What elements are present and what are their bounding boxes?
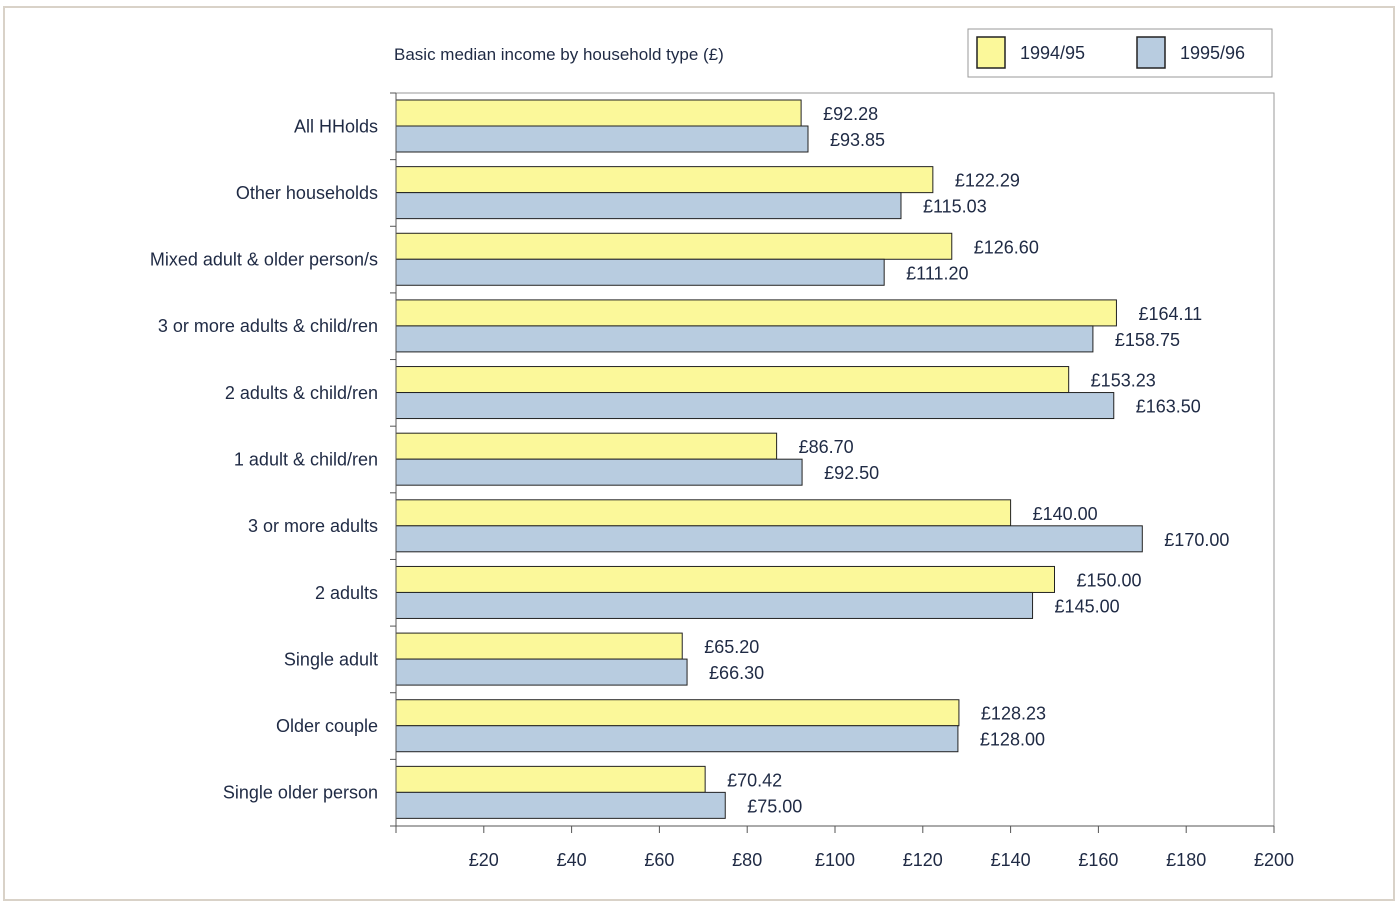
data-label: £70.42 bbox=[727, 770, 782, 790]
bar-1994-95 bbox=[395, 632, 683, 660]
x-tick-label: £140 bbox=[991, 850, 1031, 870]
bar-1994-95 bbox=[395, 432, 778, 460]
x-tick-label: £160 bbox=[1078, 850, 1118, 870]
data-label: £170.00 bbox=[1164, 530, 1229, 550]
data-label: £164.11 bbox=[1138, 304, 1202, 324]
bar-1995-96 bbox=[395, 525, 1143, 553]
bar-1995-96 bbox=[395, 125, 809, 153]
legend-box bbox=[967, 28, 1273, 78]
bar-1994-95 bbox=[395, 99, 802, 127]
legend-label-1994-95: 1994/95 bbox=[1020, 43, 1085, 63]
bar-1994-95 bbox=[395, 366, 1070, 394]
x-tick-label: £20 bbox=[469, 850, 499, 870]
category-label: Other households bbox=[236, 183, 378, 203]
bar-1994-95 bbox=[395, 699, 960, 727]
chart-title: Basic median income by household type (£… bbox=[394, 45, 724, 64]
data-label: £140.00 bbox=[1033, 504, 1098, 524]
category-labels: All HHolds Other households Mixed adult & … bbox=[150, 116, 378, 802]
bar-1995-96 bbox=[395, 791, 726, 819]
category-label: Older couple bbox=[276, 716, 378, 736]
bar-1995-96 bbox=[395, 192, 902, 220]
category-label: 3 or more adults & child/ren bbox=[158, 316, 378, 336]
category-label: All HHolds bbox=[294, 116, 378, 136]
data-label: £126.60 bbox=[974, 237, 1039, 257]
category-label: 2 adults & child/ren bbox=[225, 383, 378, 403]
bar-1995-96 bbox=[395, 458, 803, 486]
x-tick-label: £100 bbox=[815, 850, 855, 870]
category-label: 1 adult & child/ren bbox=[234, 450, 378, 470]
bar-1995-96 bbox=[395, 658, 688, 686]
bar-1995-96 bbox=[395, 392, 1115, 420]
bar-1994-95 bbox=[395, 232, 953, 260]
bar-1995-96 bbox=[395, 325, 1094, 353]
data-label: £65.20 bbox=[704, 637, 759, 657]
bar-1995-96 bbox=[395, 725, 959, 753]
bars bbox=[395, 99, 1143, 819]
x-tick-label: £80 bbox=[732, 850, 762, 870]
data-label: £115.03 bbox=[923, 197, 987, 217]
data-label: £75.00 bbox=[747, 796, 802, 816]
legend-label-1995-96: 1995/96 bbox=[1180, 43, 1245, 63]
data-label: £93.85 bbox=[830, 130, 885, 150]
data-label: £86.70 bbox=[799, 437, 854, 457]
data-label: £163.50 bbox=[1136, 397, 1201, 417]
category-label: Single adult bbox=[284, 649, 378, 669]
legend: 1994/95 1995/96 bbox=[967, 28, 1273, 78]
data-label: £122.29 bbox=[955, 171, 1020, 191]
data-label: £150.00 bbox=[1077, 570, 1142, 590]
bar-1995-96 bbox=[395, 258, 885, 286]
data-label: £128.23 bbox=[981, 704, 1046, 724]
x-tick-label: £180 bbox=[1166, 850, 1206, 870]
bar-1995-96 bbox=[395, 591, 1034, 619]
bar-1994-95 bbox=[395, 565, 1055, 593]
axes: £20 £40 £60 £80 £100 £120 £140 £160 £180 £200 bbox=[390, 92, 1294, 870]
bar-labels: £92.28 £93.85 £122.29 £115.03 £126.60 £111.20… bbox=[704, 104, 1229, 816]
x-tick-label: £200 bbox=[1254, 850, 1294, 870]
category-label: Single older person bbox=[223, 783, 378, 803]
bar-1994-95 bbox=[395, 765, 706, 793]
data-label: £66.30 bbox=[709, 663, 764, 683]
legend-swatch-1995-96 bbox=[1136, 36, 1166, 69]
data-label: £153.23 bbox=[1091, 371, 1156, 391]
legend-swatch-1994-95 bbox=[976, 36, 1006, 69]
x-tick-label: £120 bbox=[903, 850, 943, 870]
category-label: Mixed adult & older person/s bbox=[150, 250, 378, 270]
category-label: 2 adults bbox=[315, 583, 378, 603]
x-tick-label: £40 bbox=[557, 850, 587, 870]
bar-1994-95 bbox=[395, 166, 934, 194]
data-label: £158.75 bbox=[1115, 330, 1180, 350]
data-label: £92.50 bbox=[824, 463, 879, 483]
category-label: 3 or more adults bbox=[248, 516, 378, 536]
data-label: £92.28 bbox=[823, 104, 878, 124]
data-label: £128.00 bbox=[980, 730, 1045, 750]
x-tick-label: £60 bbox=[644, 850, 674, 870]
data-label: £145.00 bbox=[1055, 596, 1120, 616]
bar-1994-95 bbox=[395, 499, 1012, 527]
bar-1994-95 bbox=[395, 299, 1117, 327]
data-label: £111.20 bbox=[906, 263, 968, 283]
